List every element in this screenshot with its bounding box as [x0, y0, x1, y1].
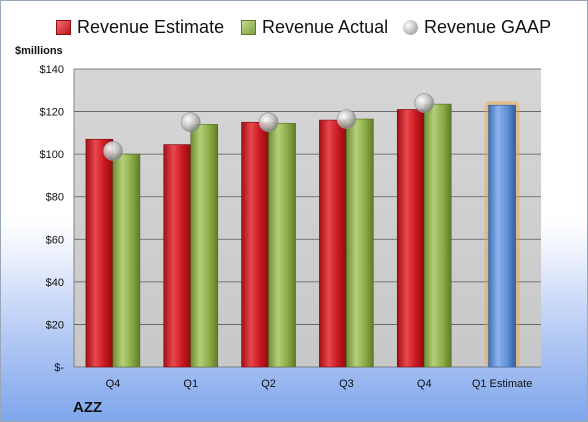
- y-axis: $- $20 $40 $60 $80 $100 $120 $140: [40, 64, 75, 374]
- y-tick-label: $60: [46, 234, 64, 246]
- gaap-marker: [336, 109, 357, 129]
- x-tick-label: Q1 Estimate: [472, 378, 533, 390]
- gridlines: [74, 68, 541, 368]
- plot-area: [74, 69, 541, 367]
- y-tick-label: $100: [40, 149, 64, 161]
- y-tick-label: $80: [46, 192, 64, 204]
- bar-actual: [190, 124, 219, 368]
- legend-label-gaap: Revenue GAAP: [424, 17, 552, 37]
- y-tick-label: $140: [40, 64, 64, 76]
- bar-estimate: [163, 144, 192, 368]
- bar-estimate: [319, 119, 347, 368]
- legend-label-actual: Revenue Actual: [262, 17, 389, 37]
- bar-estimate: [85, 138, 114, 368]
- y-axis-unit-label: $millions: [15, 45, 63, 57]
- bar-forecast: [488, 104, 516, 368]
- y-tick-label: $20: [46, 319, 64, 331]
- legend-item-gaap: Revenue GAAP: [403, 17, 551, 38]
- gaap-marker: [414, 93, 435, 113]
- legend: Revenue Estimate Revenue Actual Revenue …: [1, 17, 587, 41]
- bar-actual: [112, 153, 141, 368]
- gaap-marker: [258, 112, 279, 133]
- y-tick-label: $120: [40, 107, 64, 119]
- x-tick-label: Q4: [417, 378, 432, 390]
- gaap-marker: [180, 112, 201, 133]
- x-tick-label: Q4: [106, 378, 121, 390]
- ticker-label: AZZ: [73, 399, 103, 416]
- gaap-markers: [103, 93, 435, 161]
- legend-swatch-gaap: [403, 20, 418, 35]
- x-tick-label: Q3: [339, 378, 354, 390]
- y-tick-label: $40: [46, 277, 64, 289]
- x-axis: Q4 Q1 Q2 Q3 Q4 Q1 Estimate: [106, 378, 533, 390]
- legend-swatch-estimate: [56, 20, 71, 35]
- x-tick-label: Q1: [183, 378, 198, 390]
- bar-estimate: [241, 121, 269, 368]
- bars: [85, 101, 520, 368]
- y-tick-label: $-: [54, 362, 64, 374]
- bar-estimate: [396, 109, 425, 368]
- legend-label-estimate: Revenue Estimate: [77, 17, 225, 37]
- legend-item-estimate: Revenue Estimate: [56, 17, 224, 38]
- legend-item-actual: Revenue Actual: [241, 17, 388, 38]
- x-tick-label: Q2: [261, 378, 276, 390]
- legend-swatch-actual: [241, 20, 256, 35]
- gaap-marker: [103, 141, 123, 161]
- bar-actual: [423, 103, 452, 368]
- bar-actual: [268, 122, 296, 368]
- bar-actual: [346, 118, 374, 368]
